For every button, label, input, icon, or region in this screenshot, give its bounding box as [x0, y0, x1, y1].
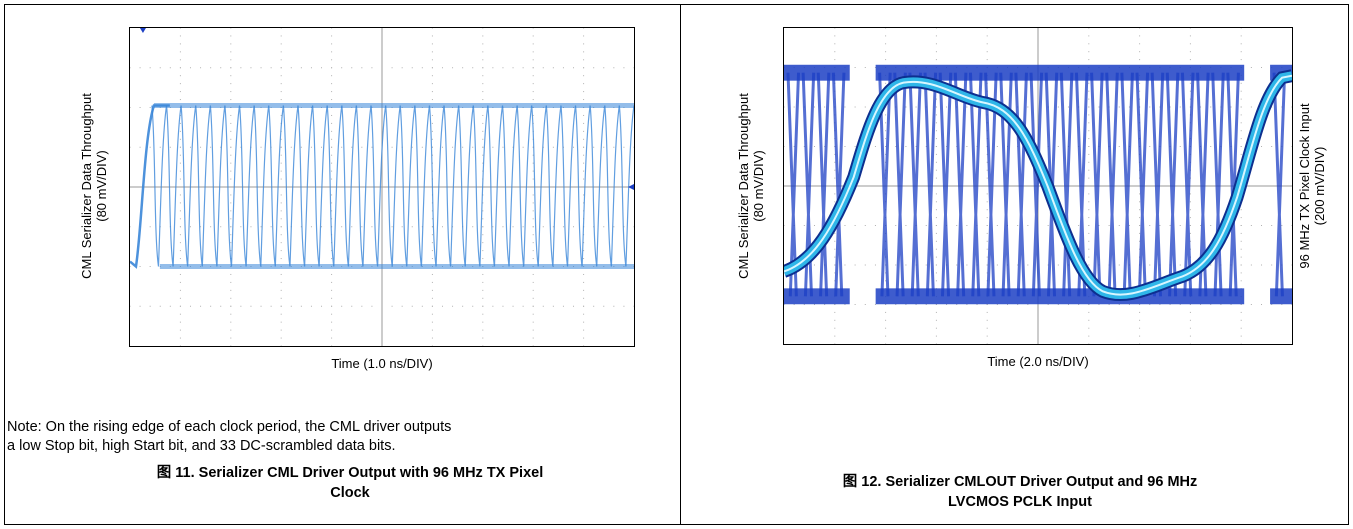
- eye-crossings-1: [878, 72, 1240, 297]
- right-caption: 图 12. Serializer CMLOUT Driver Output an…: [842, 474, 1198, 510]
- data-transitions-trace: [151, 105, 634, 267]
- eye-low-band-1: [875, 288, 1245, 305]
- clock-trace-core: [784, 74, 1292, 296]
- right-scope-screen: [783, 27, 1293, 345]
- right-y-axis-label: CML Serializer Data Throughput (80 mV/DI…: [736, 93, 766, 279]
- right-y2-axis-label: 96 MHz TX Pixel Clock Input (200 mV/DIV): [1297, 103, 1327, 269]
- left-scope-screen: [129, 27, 635, 347]
- left-note: Note: On the rising edge of each clock p…: [7, 419, 452, 454]
- left-caption: 图 11. Serializer CML Driver Output with …: [156, 465, 544, 501]
- right-waveform-plot: [784, 28, 1292, 344]
- level-marker-right: [628, 184, 634, 190]
- eye-low-band-0: [784, 288, 850, 305]
- panel-divider: [680, 4, 681, 525]
- eye-crossings-0: [786, 72, 846, 297]
- figure-frame: [4, 4, 1349, 525]
- right-x-axis-label: Time (2.0 ns/DIV): [987, 354, 1089, 369]
- eye-crossings-2: [1272, 72, 1287, 297]
- left-y-axis-label: CML Serializer Data Throughput (80 mV/DI…: [79, 93, 109, 279]
- left-x-axis-label: Time (1.0 ns/DIV): [331, 356, 433, 371]
- trigger-marker-top: [139, 28, 146, 33]
- left-waveform-plot: [130, 28, 634, 346]
- eye-high-band-0: [784, 64, 850, 81]
